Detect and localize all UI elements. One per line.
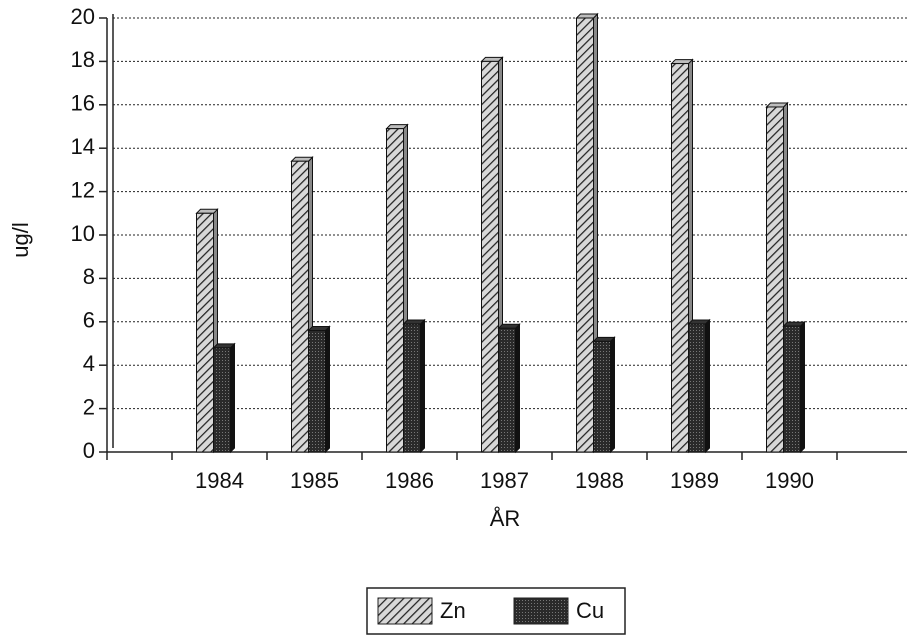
bar [497, 323, 521, 454]
y-tick-label: 6 [83, 308, 95, 333]
y-tick-label: 18 [71, 47, 95, 72]
bar [670, 58, 694, 454]
x-tick-label: 1984 [195, 468, 244, 493]
y-tick-label: 2 [83, 394, 95, 419]
y-axis-label: ug/l [8, 222, 33, 257]
x-tick-label: 1989 [670, 468, 719, 493]
bar [402, 318, 426, 454]
y-tick-label: 12 [71, 177, 95, 202]
x-tick-label: 1990 [765, 468, 814, 493]
x-tick-label: 1988 [575, 468, 624, 493]
bar [307, 325, 331, 454]
legend-label: Cu [576, 598, 604, 623]
bar [212, 342, 236, 454]
y-tick-label: 4 [83, 351, 95, 376]
y-tick-label: 10 [71, 221, 95, 246]
y-tick-label: 16 [71, 91, 95, 116]
x-tick-label: 1985 [290, 468, 339, 493]
y-tick-label: 20 [71, 4, 95, 29]
x-axis-label: ÅR [490, 506, 521, 531]
legend-swatch [513, 597, 569, 625]
legend-swatch [377, 597, 433, 625]
x-tick-label: 1986 [385, 468, 434, 493]
bar [592, 336, 616, 454]
y-tick-label: 14 [71, 134, 95, 159]
legend-label: Zn [440, 598, 466, 623]
x-tick-label: 1987 [480, 468, 529, 493]
bar [782, 320, 806, 454]
y-tick-label: 0 [83, 438, 95, 463]
bar [687, 318, 711, 454]
y-tick-label: 8 [83, 264, 95, 289]
